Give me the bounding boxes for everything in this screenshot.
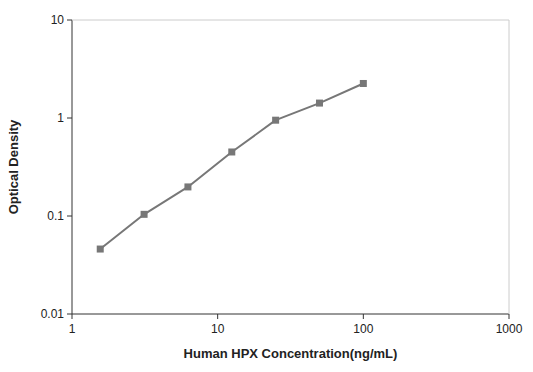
y-axis-label: Optical Density xyxy=(6,119,21,214)
background xyxy=(0,0,533,372)
plot-area xyxy=(97,80,367,253)
x-tick xyxy=(72,314,73,319)
data-point xyxy=(97,246,104,253)
x-axis-label: Human HPX Concentration(ng/mL) xyxy=(184,346,398,361)
y-tick xyxy=(67,118,72,119)
x-tick xyxy=(217,314,218,319)
data-line xyxy=(100,83,363,249)
y-tick xyxy=(67,216,72,217)
x-tick-label: 1 xyxy=(69,322,76,336)
frame-top xyxy=(72,20,509,21)
x-tick xyxy=(363,314,364,319)
axes: 1 10 100 1000 0.01 0.1 1 10 xyxy=(41,13,523,336)
y-tick-label: 10 xyxy=(51,13,65,27)
y-tick-label: 0.1 xyxy=(47,209,64,223)
x-tick-label: 10 xyxy=(211,322,225,336)
data-point xyxy=(272,117,279,124)
x-axis-line xyxy=(72,314,509,315)
chart-container: 1 10 100 1000 0.01 0.1 1 10 Human HPX Concentrat… xyxy=(0,0,533,372)
y-tick xyxy=(67,20,72,21)
data-point xyxy=(228,148,235,155)
data-point xyxy=(141,211,148,218)
frame-right xyxy=(509,20,510,314)
data-point xyxy=(184,183,191,190)
y-tick-label: 0.01 xyxy=(41,307,65,321)
y-axis-line xyxy=(72,20,73,314)
x-tick xyxy=(509,314,510,319)
data-point xyxy=(316,100,323,107)
chart-svg: 1 10 100 1000 0.01 0.1 1 10 Human HPX Concentrat… xyxy=(0,0,533,372)
x-tick-label: 1000 xyxy=(496,322,523,336)
x-tick-label: 100 xyxy=(353,322,373,336)
data-point xyxy=(360,80,367,87)
y-tick xyxy=(67,314,72,315)
y-tick-label: 1 xyxy=(57,111,64,125)
